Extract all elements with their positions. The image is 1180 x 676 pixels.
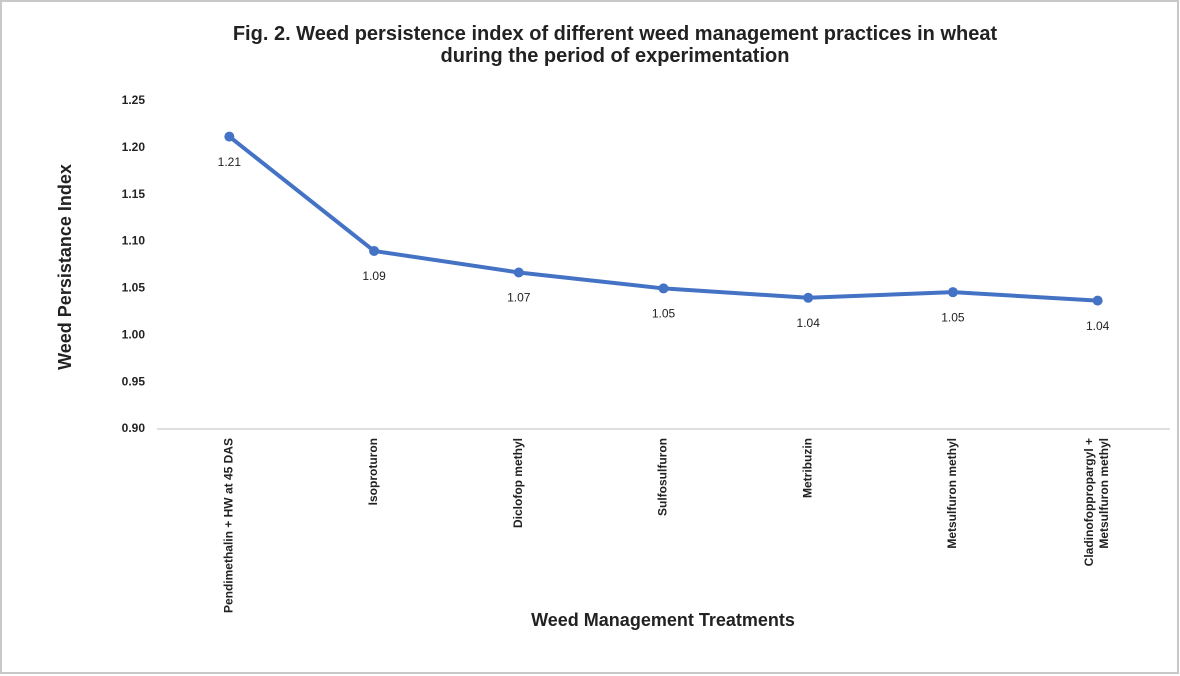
data-point xyxy=(513,267,524,278)
data-point xyxy=(658,283,669,294)
y-tick-label: 1.10 xyxy=(122,234,146,248)
y-tick-label: 1.15 xyxy=(122,187,146,201)
x-tick-label: Metribuzin xyxy=(800,438,814,498)
data-point xyxy=(1092,295,1103,306)
y-tick-label: 1.20 xyxy=(122,140,146,154)
data-label: 1.05 xyxy=(652,307,676,321)
data-point xyxy=(224,131,235,142)
y-tick-label: 1.00 xyxy=(122,327,146,341)
data-label: 1.21 xyxy=(218,155,242,169)
data-label: 1.04 xyxy=(797,316,821,330)
data-label: 1.07 xyxy=(507,291,531,305)
y-axis-title: Weed Persistance Index xyxy=(55,164,75,370)
data-label: 1.04 xyxy=(1086,319,1110,333)
data-label: 1.09 xyxy=(362,269,386,283)
y-tick-label: 0.90 xyxy=(122,421,146,435)
data-line xyxy=(228,135,1098,303)
data-point xyxy=(947,287,958,298)
y-tick-label: 1.05 xyxy=(122,281,146,295)
data-point xyxy=(803,292,814,303)
y-tick-label: 0.95 xyxy=(122,374,146,388)
x-tick-label: Cladinofoppropargyl +Metsulfuron methyl xyxy=(1082,438,1111,566)
x-tick-label: Diclofop methyl xyxy=(511,438,525,528)
x-axis-title: Weed Management Treatments xyxy=(531,610,795,630)
data-point xyxy=(369,245,380,256)
x-tick-label: Metsulfuron methyl xyxy=(945,438,959,549)
y-tick-label: 1.25 xyxy=(122,93,146,107)
x-tick-label: Sulfosulfuron xyxy=(656,438,670,516)
x-tick-label: Pendimethalin + HW at 45 DAS xyxy=(222,438,236,613)
x-tick-label: Isoproturon xyxy=(366,438,380,505)
data-label: 1.05 xyxy=(941,310,965,324)
chart-title: Fig. 2. Weed persistence index of differ… xyxy=(233,23,998,67)
